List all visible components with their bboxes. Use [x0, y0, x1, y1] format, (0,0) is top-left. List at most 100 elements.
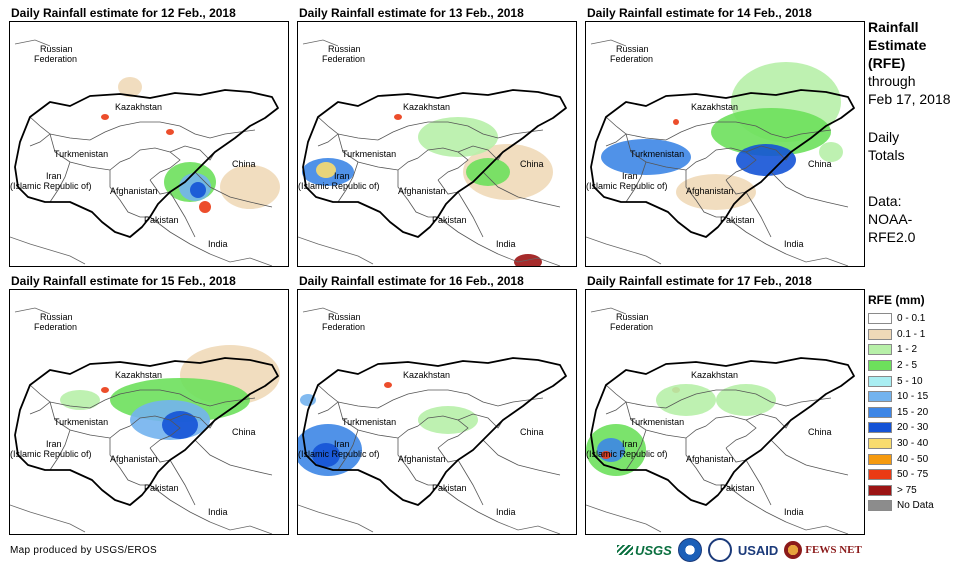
rfe-title-line-1: Rainfall [868, 19, 919, 35]
side-info: Rainfall Estimate (RFE) through Feb 17, … [868, 18, 965, 246]
region-outline [590, 357, 855, 506]
legend-label: > 75 [897, 484, 917, 496]
label-china: China [232, 159, 256, 169]
country-border [745, 145, 792, 161]
label-afghanistan: Afghanistan [110, 454, 158, 464]
label-turkmenistan: Turkmenistan [342, 417, 396, 427]
country-border [482, 171, 561, 208]
region-outline [14, 357, 279, 506]
panel-title: Daily Rainfall estimate for 15 Feb., 201… [11, 274, 236, 288]
legend-label: 30 - 40 [897, 438, 929, 450]
label-kazakhstan: Kazakhstan [691, 370, 738, 380]
country-border [685, 438, 726, 486]
rainfall-map: Russian Federation Kazakhstan Turkmenistan I… [585, 21, 865, 267]
legend-label: 50 - 75 [897, 469, 929, 481]
country-border [194, 439, 273, 476]
usaid-seal-icon [707, 538, 732, 562]
partner-logos: USGS USAID FEWS NET [617, 538, 862, 562]
label-kazakhstan: Kazakhstan [691, 102, 738, 112]
label-afghanistan: Afghanistan [398, 454, 446, 464]
country-border [337, 161, 359, 203]
rainfall-area [656, 384, 716, 416]
coastline [209, 521, 273, 534]
rainfall-area [312, 443, 340, 467]
coastline [298, 504, 374, 533]
legend-item: No Data [868, 498, 965, 514]
legend-swatch [868, 484, 892, 496]
rainfall-area [736, 144, 796, 176]
label-india: India [208, 507, 228, 517]
country-border [705, 147, 757, 181]
data-source-line-1: NOAA- [868, 211, 913, 227]
country-border [29, 384, 51, 415]
rainfall-area [819, 142, 843, 162]
label-afghanistan: Afghanistan [110, 186, 158, 196]
rainfall-area [118, 77, 142, 97]
coastline [302, 39, 339, 47]
rainfall-map: Russian Federation Kazakhstan Turkmenistan I… [9, 21, 289, 267]
country-border [49, 161, 71, 203]
country-border [725, 179, 747, 195]
label-russia: Federation [322, 54, 365, 64]
label-kazakhstan: Kazakhstan [403, 370, 450, 380]
label-russia: Federation [34, 322, 77, 332]
country-border [745, 459, 772, 506]
legend-swatch [868, 344, 892, 356]
label-pakistan: Pakistan [432, 215, 467, 225]
legend-swatch [868, 438, 892, 450]
legend-swatch [868, 406, 892, 418]
legend-swatch [868, 375, 892, 387]
country-border [625, 401, 707, 439]
country-border [725, 216, 787, 255]
country-border [149, 484, 211, 523]
country-border [605, 384, 627, 415]
legend-label: 2 - 5 [897, 360, 918, 372]
usaid-logo: USAID [737, 542, 779, 558]
fews-net-logo: FEWS NET [784, 541, 862, 559]
legend-item: 1 - 2 [868, 342, 965, 358]
label-india: India [208, 239, 228, 249]
country-border [49, 389, 256, 409]
rainfall-area [316, 162, 336, 178]
label-russia: Federation [610, 54, 653, 64]
label-pakistan: Pakistan [144, 215, 179, 225]
region-outline [14, 89, 279, 238]
country-border [337, 401, 419, 439]
country-border [625, 121, 832, 141]
country-border [109, 170, 150, 218]
rfe-title-line-2: Estimate [868, 37, 927, 53]
coastline [10, 504, 86, 533]
rainfall-panel-feb-14: Daily Rainfall estimate for 14 Feb., 201… [585, 6, 865, 268]
country-border [169, 459, 196, 506]
label-pakistan: Pakistan [720, 215, 755, 225]
coastline [209, 253, 273, 266]
country-border [49, 121, 256, 141]
data-source-label: Data: [868, 193, 902, 209]
label-russia: Federation [322, 322, 365, 332]
legend-label: 5 - 10 [897, 375, 923, 387]
rainfall-area [673, 119, 679, 125]
legend-label: 0.1 - 1 [897, 328, 926, 340]
rainfall-layer [60, 345, 280, 440]
country-border [397, 170, 438, 218]
country-border [397, 438, 438, 486]
country-border [169, 191, 196, 238]
rainfall-map: Russian Federation Kazakhstan Turkmenistan I… [585, 289, 865, 535]
country-border [770, 439, 849, 476]
country-border [745, 413, 792, 429]
country-border [625, 161, 647, 203]
rainfall-layer [298, 382, 478, 476]
country-border [194, 171, 273, 208]
label-afghanistan: Afghanistan [686, 186, 734, 196]
country-border [29, 116, 51, 147]
country-border [625, 429, 647, 471]
country-border [169, 413, 216, 429]
label-iran: Iran [622, 439, 638, 449]
label-iran: (Islamic Republic of) [10, 449, 92, 459]
label-india: India [496, 239, 516, 249]
label-china: China [232, 427, 256, 437]
label-india: India [784, 507, 804, 517]
panel-title: Daily Rainfall estimate for 13 Feb., 201… [299, 6, 524, 20]
rainfall-panel-feb-12: Daily Rainfall estimate for 12 Feb., 201… [9, 6, 289, 268]
